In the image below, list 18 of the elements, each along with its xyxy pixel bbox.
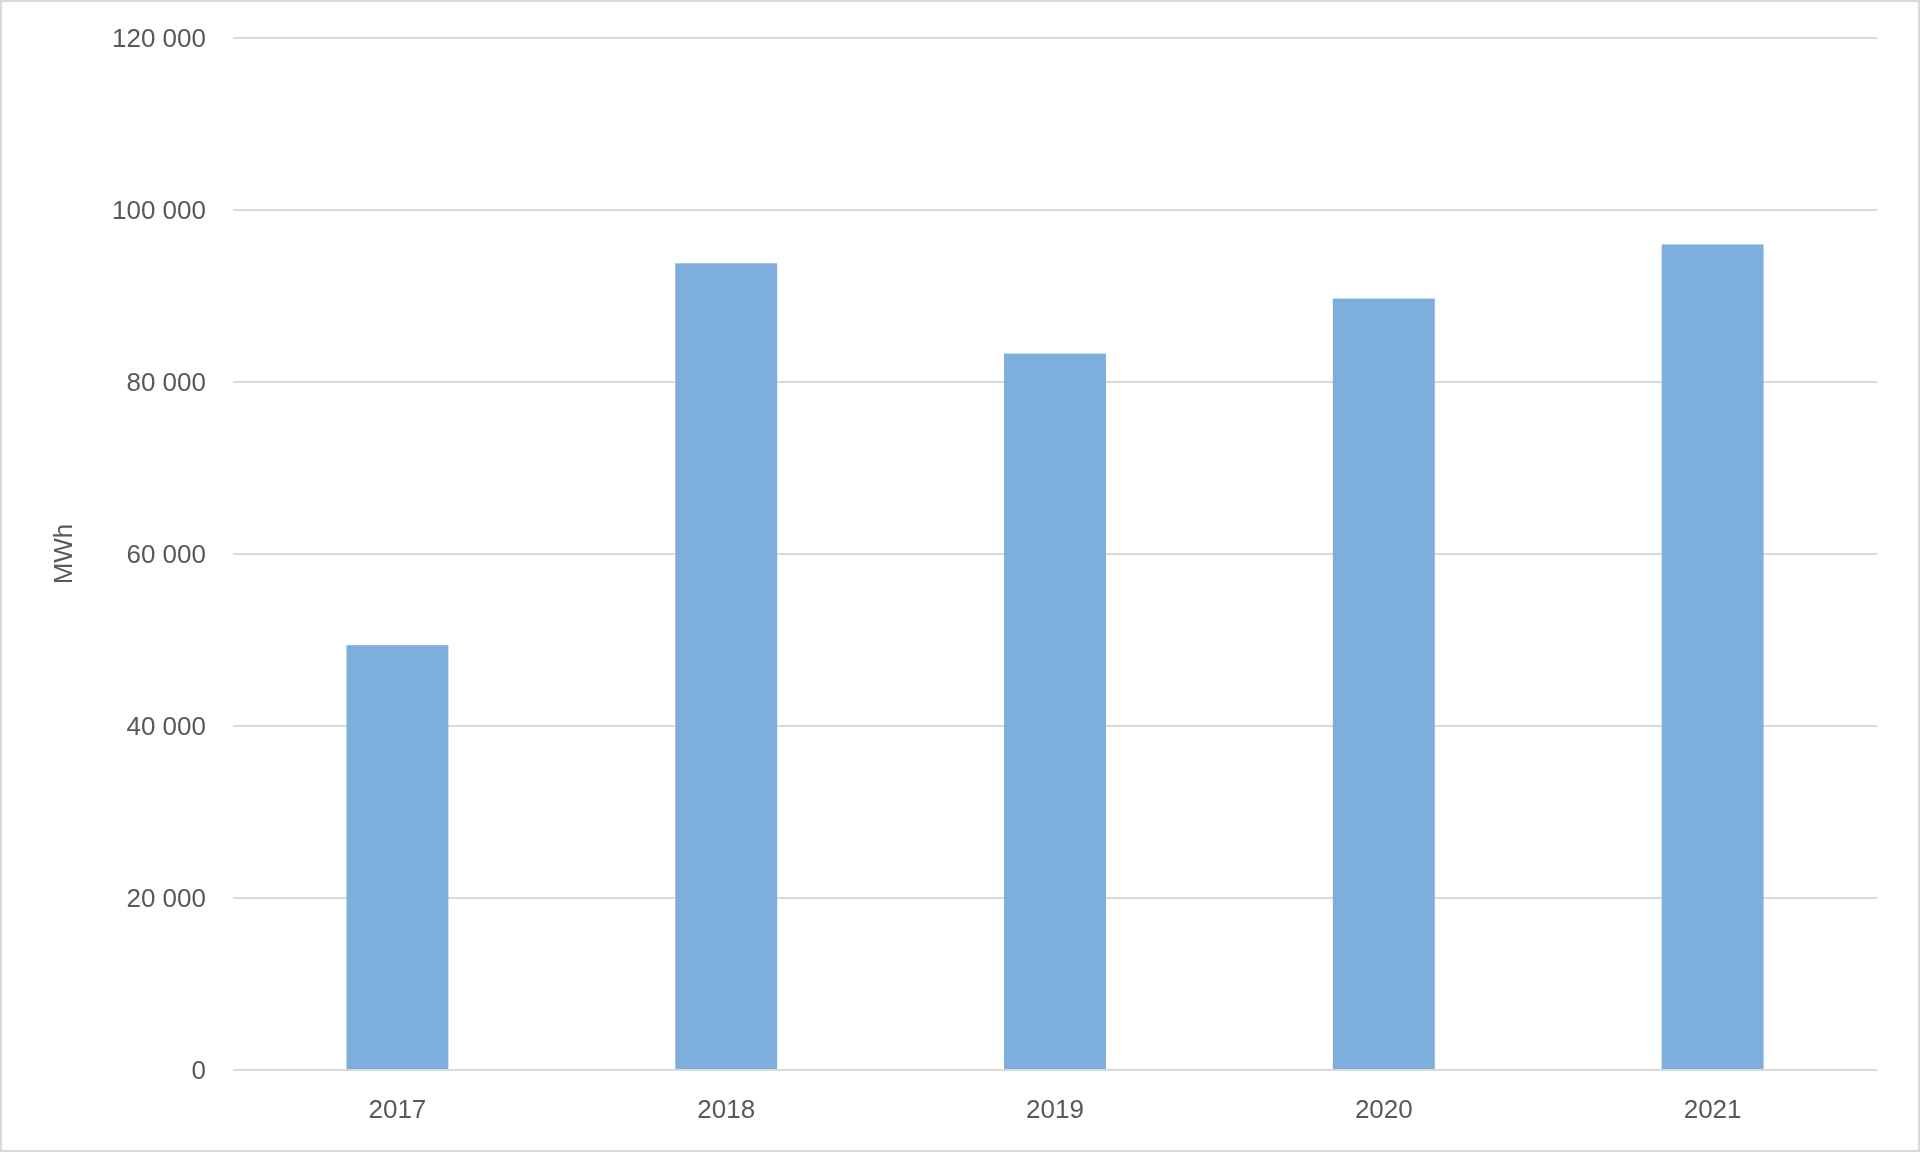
y-axis-title: MWh [48,523,78,585]
x-tick-label: 2018 [697,1094,756,1124]
y-tick-label: 100 000 [112,195,206,226]
x-tick-label: 2019 [1026,1094,1084,1124]
y-tick-label: 120 000 [112,23,206,54]
y-tick-label: 0 [191,1055,206,1086]
x-tick-label: 2017 [368,1094,427,1124]
y-tick-label: 20 000 [126,883,206,914]
bar [675,263,778,1070]
bar [1332,298,1435,1070]
bar [1004,353,1106,1070]
y-tick-label: 80 000 [126,367,206,398]
x-tick-label: 2021 [1683,1094,1742,1124]
bar [346,645,449,1070]
bar [1661,244,1764,1070]
y-tick-label: 60 000 [126,539,206,570]
x-tick-label: 2020 [1354,1094,1413,1124]
y-tick-label: 40 000 [126,711,206,742]
